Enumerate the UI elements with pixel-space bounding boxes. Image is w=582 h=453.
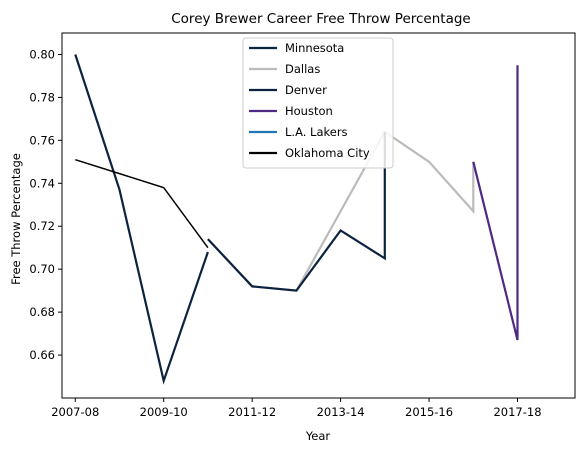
y-axis-label: Free Throw Percentage bbox=[9, 153, 23, 285]
x-tick-label: 2009-10 bbox=[140, 405, 188, 419]
legend-label: Oklahoma City bbox=[285, 146, 370, 160]
series-line-denver bbox=[207, 131, 386, 292]
legend: Minnesota Dallas Denver Houston L.A. Lakers O… bbox=[242, 37, 394, 169]
y-tick-label: 0.66 bbox=[29, 348, 55, 362]
y-tick-label: 0.76 bbox=[29, 133, 55, 147]
x-tick-label: 2007-08 bbox=[51, 405, 99, 419]
x-tick-label: 2011-12 bbox=[228, 405, 276, 419]
chart-title: Corey Brewer Career Free Throw Percentag… bbox=[171, 11, 470, 27]
plot-frame bbox=[61, 32, 576, 399]
y-tick-label: 0.68 bbox=[29, 305, 55, 319]
legend-label: Houston bbox=[285, 104, 333, 118]
y-tick-label: 0.80 bbox=[29, 47, 55, 61]
y-axis: 0.66 0.68 0.70 0.72 0.74 0.76 0.78 0.80 bbox=[29, 47, 62, 362]
y-tick-label: 0.78 bbox=[29, 90, 55, 104]
series-line-minnesota bbox=[74, 54, 209, 385]
x-tick-label: 2015-16 bbox=[405, 405, 453, 419]
y-tick-label: 0.72 bbox=[29, 219, 55, 233]
y-tick-label: 0.74 bbox=[29, 176, 55, 190]
x-axis-label: Year bbox=[305, 429, 331, 443]
legend-label: L.A. Lakers bbox=[285, 125, 348, 139]
series-line-houston bbox=[472, 65, 519, 341]
plot-area bbox=[61, 32, 576, 399]
series-line-oklahoma-city bbox=[75, 158, 209, 249]
x-tick-label: 2017-18 bbox=[493, 405, 541, 419]
legend-box bbox=[242, 37, 394, 169]
legend-label: Denver bbox=[285, 83, 327, 97]
y-tick-label: 0.70 bbox=[29, 262, 55, 276]
legend-label: Dallas bbox=[285, 62, 320, 76]
legend-label: Minnesota bbox=[285, 41, 344, 55]
x-axis: 2007-08 2009-10 2011-12 2013-14 2015-16 2017-… bbox=[51, 398, 542, 419]
x-tick-label: 2013-14 bbox=[317, 405, 365, 419]
